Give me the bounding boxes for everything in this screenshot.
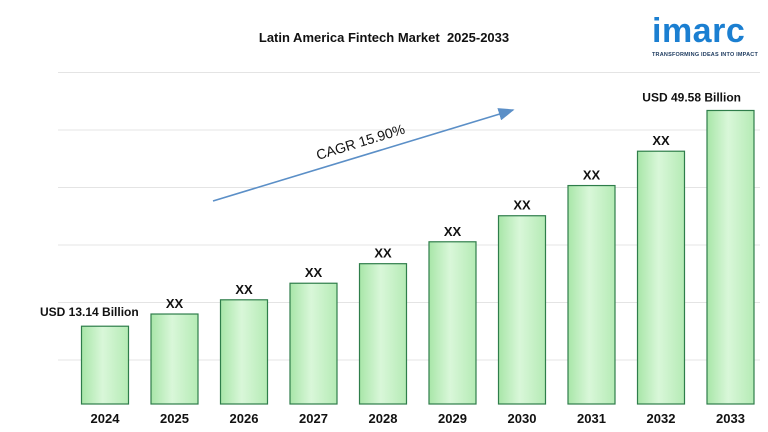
logo-tagline: TRANSFORMING IDEAS INTO IMPACT (652, 52, 759, 58)
bar-2025 (150, 313, 199, 405)
x-tick-label: 2024 (91, 411, 121, 426)
data-label: XX (305, 265, 323, 280)
data-label: XX (652, 133, 670, 148)
x-tick-label: 2026 (230, 411, 259, 426)
bar-2026 (219, 299, 269, 405)
imarc-logo: imarc TRANSFORMING IDEAS INTO IMPACT (650, 10, 760, 62)
data-label: XX (444, 224, 462, 239)
bar-2024 (80, 325, 130, 405)
start-value-label: USD 13.14 Billion (40, 305, 139, 319)
x-tick-label: 2025 (160, 411, 189, 426)
bar-2031 (567, 184, 616, 405)
data-label: XX (374, 246, 392, 261)
x-tick-label: 2029 (438, 411, 467, 426)
bar-2033 (706, 109, 755, 405)
data-label: XX (166, 296, 184, 311)
bars (80, 109, 755, 405)
bar-2030 (497, 215, 547, 405)
data-label: XX (513, 198, 531, 213)
bar-2032 (636, 150, 686, 405)
chart-title: Latin America Fintech Market 2025-2033 (258, 30, 510, 45)
x-tick-label: 2032 (647, 411, 676, 426)
logo-wordmark: imarc (652, 12, 746, 50)
cagr-arrow (212, 108, 515, 202)
data-label: XX (583, 168, 601, 183)
data-label: XX (235, 282, 253, 297)
bar-2029 (428, 241, 477, 405)
end-value-label: USD 49.58 Billion (642, 90, 741, 104)
x-tick-label: 2027 (299, 411, 328, 426)
bar-2028 (358, 263, 408, 405)
x-tick-label: 2031 (577, 411, 606, 426)
x-tick-label: 2033 (716, 411, 745, 426)
x-tick-label: 2030 (508, 411, 537, 426)
x-tick-label: 2028 (369, 411, 398, 426)
labels: 2024 2025 XX 2026 XX 2027 XX 2028 XX 2029 XX 2030 XX… (40, 90, 745, 426)
bar-2027 (289, 282, 338, 405)
